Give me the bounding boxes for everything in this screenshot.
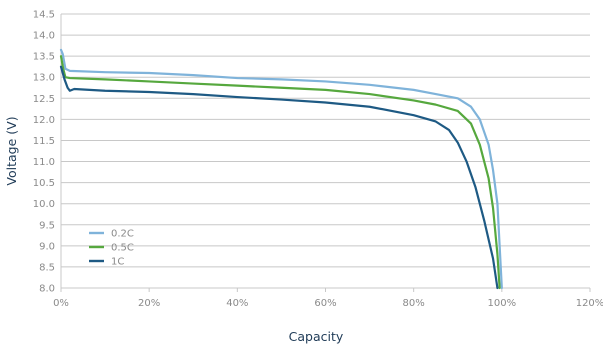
x-tick-label: 80%	[403, 298, 425, 309]
series-line-0-2c	[59, 48, 503, 290]
y-tick-label: 8.0	[39, 284, 55, 295]
y-tick-label: 13.5	[33, 52, 55, 63]
y-tick-label: 8.5	[39, 262, 55, 273]
y-axis-title: Voltage (V)	[4, 116, 19, 185]
x-tick-label: 0%	[53, 298, 69, 309]
y-tick-label: 12.0	[33, 115, 55, 126]
x-tick-label: 40%	[226, 298, 248, 309]
y-tick-label: 11.5	[33, 136, 55, 147]
series-line-0-5c	[59, 55, 501, 290]
grid-layer	[61, 13, 590, 289]
x-axis-title: Capacity	[289, 329, 344, 344]
legend-label: 1C	[111, 257, 124, 268]
y-tick-label: 9.5	[39, 220, 55, 231]
x-tick-label: 120%	[576, 298, 603, 309]
series-line-1c	[59, 65, 499, 290]
y-tick-label: 14.0	[33, 31, 55, 42]
legend-label: 0.2C	[111, 229, 134, 240]
y-tick-label: 13.0	[33, 73, 55, 84]
legend: 0.2C 0.5C 1C	[89, 229, 134, 268]
x-tick-label: 20%	[138, 298, 160, 309]
y-tick-label: 10.5	[33, 178, 55, 189]
x-tick-label: 60%	[314, 298, 336, 309]
y-tick-label: 14.5	[33, 10, 55, 21]
legend-label: 0.5C	[111, 243, 134, 254]
y-tick-label: 10.0	[33, 199, 55, 210]
y-tick-label: 11.0	[33, 157, 55, 168]
axis-layer: 8.0 8.5 9.0 9.5 10.0 10.5 11.0 11.5 12.0 12.5 13.0…	[33, 10, 603, 310]
x-tick-label: 100%	[488, 298, 517, 309]
y-tick-label: 12.5	[33, 94, 55, 105]
y-tick-label: 9.0	[39, 241, 55, 252]
series-layer	[59, 48, 503, 290]
